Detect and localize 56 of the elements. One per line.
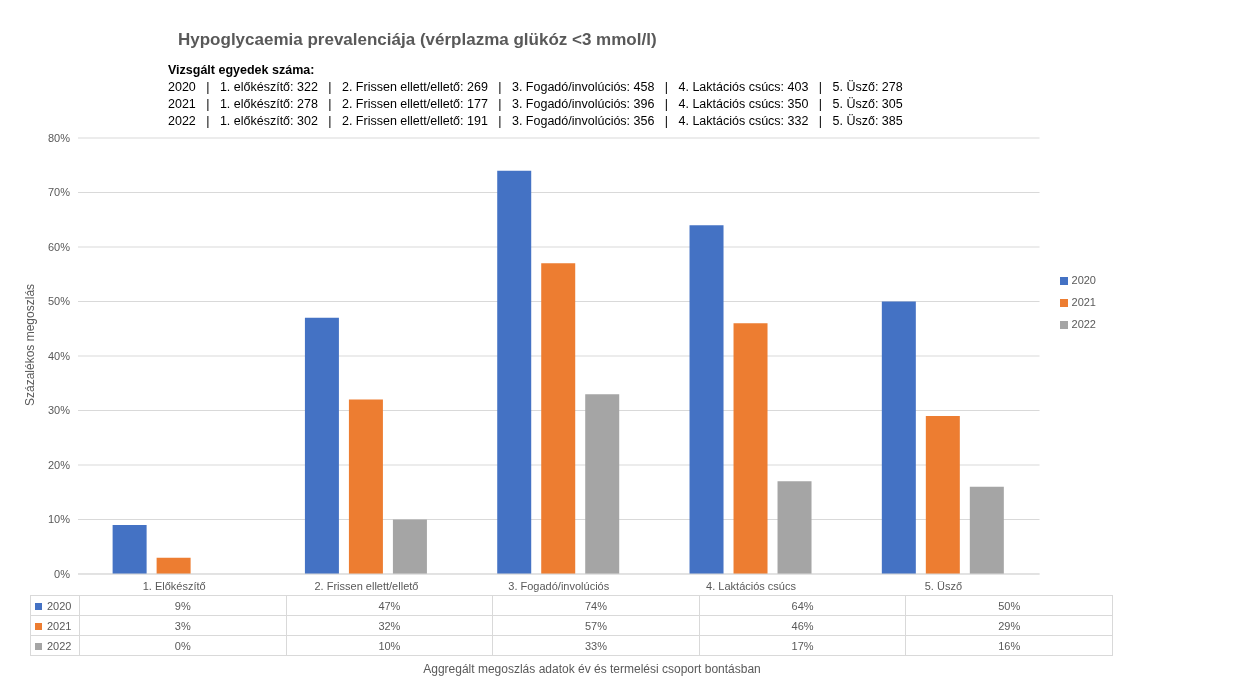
legend-label: 2021: [30, 615, 80, 636]
bar: [392, 519, 427, 574]
x-tick-label: 2. Frissen ellett/ellető: [314, 579, 419, 592]
text: 2022: [47, 639, 72, 652]
y-tick-label: 40%: [47, 349, 71, 362]
text: 2022 | 1. előkészítő: 302 | 2. Frissen ellett/ellető: 191 | 3. Fogadó/involúciós: 356 | 4. Laktációs csúcs: 332 | 5. Üsző: 385: [168, 113, 903, 130]
text: 2020: [1071, 274, 1096, 286]
text: 2021 | 1. előkészítő: 278 | 2. Frissen ellett/ellető: 177 | 3. Fogadó/involúciós: 396 | 4. Laktációs csúcs: 350 | 5. Üsző: 305: [168, 96, 903, 113]
x-tick-label: 5. Üsző: [924, 579, 963, 592]
data-label: 17%: [699, 635, 906, 656]
bar: [348, 399, 383, 574]
data-label: 47%: [286, 595, 493, 616]
x-tick-label: 1. Előkészítő: [142, 579, 206, 592]
bar: [304, 317, 339, 574]
data-label: 33%: [492, 635, 700, 656]
bar: [156, 557, 191, 574]
y-axis-title: Százalékos megoszlás: [23, 283, 38, 406]
text: Vizsgált egyedek száma:: [168, 62, 316, 79]
y-tick-label: 20%: [47, 458, 71, 471]
bar: [112, 524, 147, 574]
text: 2021: [1071, 296, 1096, 308]
y-tick-label: 50%: [47, 295, 71, 308]
data-label: 46%: [699, 615, 906, 636]
bar: [585, 394, 620, 574]
data-label: 50%: [905, 595, 1113, 616]
bar: [497, 170, 532, 574]
bar: [689, 225, 724, 574]
data-label: 74%: [492, 595, 700, 616]
data-label: 29%: [905, 615, 1113, 636]
y-tick-label: 10%: [47, 513, 71, 526]
y-tick-label: 70%: [47, 186, 71, 199]
y-tick-label: 30%: [47, 404, 71, 417]
legend-label: 2022: [1071, 318, 1096, 330]
bar: [969, 486, 1004, 574]
y-tick-label: 60%: [47, 240, 71, 253]
x-tick-label: 4. Laktációs csúcs: [706, 579, 797, 592]
data-label: 57%: [492, 615, 700, 636]
y-tick-label: 80%: [47, 131, 71, 144]
data-label: 10%: [286, 635, 493, 656]
legend-label: 2020: [30, 595, 80, 616]
y-tick-label: 0%: [54, 567, 71, 580]
data-label: 9%: [79, 595, 287, 616]
chart-title: Hypoglycaemia prevalenciája (vérplazma glükóz <3 mmol/l): [178, 30, 657, 50]
bar: [777, 481, 812, 574]
data-label: 16%: [905, 635, 1113, 656]
bar: [541, 263, 576, 574]
data-label: 3%: [79, 615, 287, 636]
text: Aggregált megoszlás adatok év és termelési csoport bontásban: [422, 662, 762, 676]
data-label: 32%: [286, 615, 493, 636]
bar: [881, 301, 916, 574]
bar: [733, 323, 768, 574]
data-label: 64%: [699, 595, 906, 616]
bar: [925, 415, 960, 574]
text: 2020 | 1. előkészítő: 322 | 2. Frissen ellett/ellető: 269 | 3. Fogadó/involúciós: 458 | 4. Laktációs csúcs: 403 | 5. Üsző: 278: [168, 79, 903, 96]
x-tick-label: 3. Fogadó/involúciós: [508, 579, 610, 592]
data-label: 0%: [79, 635, 287, 656]
